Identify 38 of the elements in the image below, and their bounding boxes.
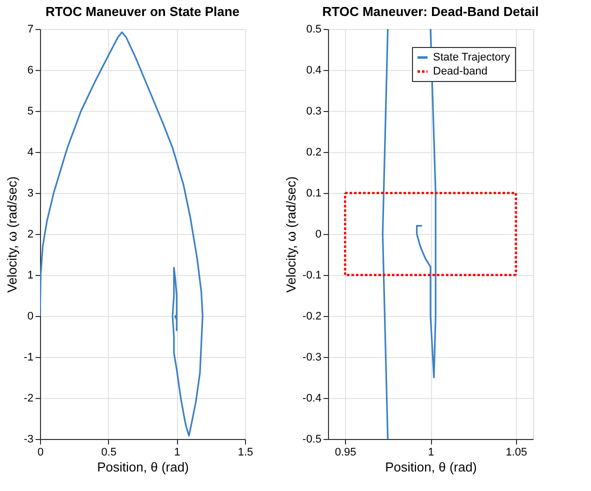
y-tick-label: 1 [27, 270, 34, 282]
x-tick-label: 1.5 [238, 446, 254, 458]
y-tick-label: -3 [24, 434, 34, 446]
y-tick-label: 4 [27, 146, 34, 158]
y-tick-label: 0 [315, 228, 322, 240]
y-tick-label: 0 [27, 310, 34, 322]
legend-label: State Trajectory [433, 52, 511, 64]
y-tick-label: 5 [27, 106, 34, 118]
y-tick-label: 0.1 [306, 188, 322, 200]
y-tick-label: -2 [24, 392, 34, 404]
legend-label: Dead-band [433, 66, 488, 78]
y-tick-label: -0.1 [302, 270, 322, 282]
y-tick-label: -0.4 [302, 392, 322, 404]
y-tick-label: -1 [24, 352, 34, 364]
chart-title: RTOC Maneuver on State Plane [45, 4, 240, 19]
y-tick-label: 2 [27, 228, 34, 240]
x-tick-label: 1 [428, 446, 434, 458]
y-tick-label: -0.3 [302, 352, 322, 364]
chart-title: RTOC Maneuver: Dead-Band Detail [322, 4, 539, 19]
x-tick-label: 1.05 [506, 446, 528, 458]
x-tick-label: 1 [174, 446, 180, 458]
line-series [40, 31, 204, 437]
y-tick-label: -0.5 [302, 434, 322, 446]
y-tick-label: 3 [27, 188, 34, 200]
x-tick-label: 0 [37, 446, 44, 458]
x-tick-label: 0.95 [334, 446, 356, 458]
y-axis-title: Velocity, ω (rad/sec) [4, 176, 20, 293]
x-tick-label: 0.5 [101, 446, 116, 458]
y-axis-title: Velocity, ω (rad/sec) [284, 176, 299, 293]
y-tick-label: 0.5 [306, 24, 322, 36]
x-axis-title: Position, θ (rad) [385, 460, 477, 474]
y-tick-label: 6 [27, 64, 34, 76]
y-tick-label: 0.4 [306, 64, 322, 76]
y-tick-label: 7 [27, 24, 34, 36]
x-axis-title: Position, θ (rad) [97, 460, 189, 474]
y-tick-label: 0.2 [306, 146, 322, 158]
y-tick-label: -0.2 [302, 310, 322, 322]
y-tick-label: 0.3 [306, 106, 322, 118]
